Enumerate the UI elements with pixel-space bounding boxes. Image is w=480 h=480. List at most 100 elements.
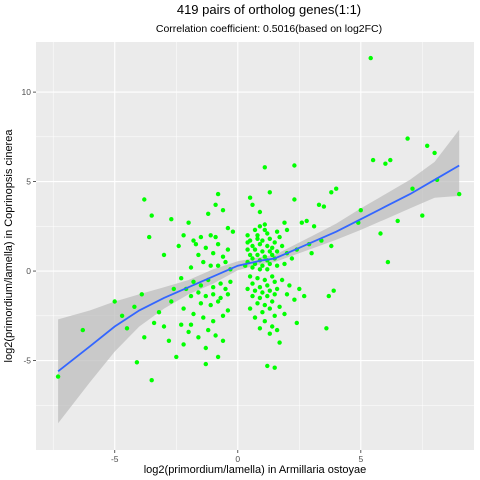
data-point: [247, 195, 253, 200]
data-point: [265, 293, 270, 299]
data-point: [262, 254, 267, 259]
data-point: [410, 186, 415, 191]
data-point: [218, 281, 223, 286]
data-point: [432, 150, 437, 156]
data-point: [358, 208, 363, 213]
data-point: [299, 220, 304, 225]
data-point: [294, 320, 299, 326]
data-point: [203, 361, 208, 367]
data-point: [279, 277, 285, 283]
data-point: [206, 211, 211, 216]
data-point: [191, 238, 196, 243]
data-point: [257, 326, 263, 331]
data-point: [252, 315, 258, 320]
data-point: [383, 161, 388, 166]
data-point: [265, 283, 270, 288]
data-point: [282, 261, 287, 267]
data-point: [311, 224, 317, 229]
data-point: [208, 302, 213, 308]
data-point: [225, 292, 231, 297]
data-point: [188, 293, 194, 299]
data-point: [151, 320, 157, 326]
data-point: [124, 326, 130, 331]
data-point: [270, 274, 275, 279]
data-point: [324, 326, 329, 331]
data-point: [270, 245, 275, 250]
data-point: [169, 217, 174, 222]
data-point: [272, 240, 277, 245]
data-point: [265, 363, 270, 369]
data-point: [250, 293, 255, 299]
data-point: [257, 285, 263, 290]
data-point: [247, 274, 253, 279]
data-point: [255, 252, 260, 258]
data-point: [218, 295, 223, 301]
data-point: [289, 256, 295, 261]
data-point: [309, 251, 314, 256]
data-point: [405, 136, 410, 141]
data-point: [257, 267, 263, 272]
data-point: [267, 261, 272, 267]
data-point: [262, 227, 267, 233]
data-point: [211, 285, 216, 290]
data-point: [142, 197, 147, 202]
data-point: [186, 220, 191, 225]
data-point: [270, 299, 275, 304]
data-point: [134, 360, 140, 365]
data-point: [215, 299, 221, 304]
data-point: [274, 249, 280, 254]
data-point: [193, 242, 199, 247]
data-point: [277, 234, 282, 240]
data-point: [270, 324, 275, 329]
data-point: [262, 319, 267, 324]
data-point: [326, 293, 331, 299]
data-point: [274, 327, 280, 333]
data-point: [334, 186, 339, 191]
data-point: [457, 191, 462, 197]
data-point: [161, 252, 167, 258]
data-point: [297, 286, 302, 292]
data-point: [316, 202, 322, 207]
data-point: [191, 279, 196, 284]
data-point: [203, 245, 208, 250]
data-point: [395, 218, 400, 224]
y-axis-label: log2(primordium/lamella) in Coprinopsis …: [3, 129, 15, 363]
data-point: [250, 256, 255, 261]
data-point: [292, 163, 297, 168]
data-point: [265, 243, 270, 249]
data-point: [257, 295, 263, 301]
data-point: [255, 301, 260, 306]
data-point: [257, 242, 263, 247]
data-point: [329, 243, 334, 249]
data-point: [321, 204, 327, 209]
data-point: [228, 279, 233, 284]
data-point: [208, 263, 213, 268]
data-point: [260, 290, 265, 295]
data-point: [203, 293, 208, 299]
data-point: [174, 354, 179, 360]
data-point: [245, 240, 250, 245]
data-point: [171, 286, 176, 292]
data-point: [247, 306, 253, 311]
data-point: [292, 197, 297, 202]
data-point: [378, 231, 383, 236]
data-point: [302, 293, 307, 299]
data-point: [262, 302, 267, 308]
data-point: [284, 227, 290, 233]
data-point: [223, 259, 228, 265]
data-point: [247, 252, 253, 258]
data-point: [169, 299, 174, 304]
data-point: [304, 218, 309, 224]
data-point: [255, 233, 260, 238]
data-point: [257, 224, 263, 229]
data-point: [274, 263, 280, 268]
plot-panel: [36, 42, 474, 450]
data-point: [245, 286, 250, 292]
data-point: [119, 313, 125, 318]
data-point: [196, 335, 201, 340]
y-tick-label: 5: [26, 177, 31, 187]
data-point: [215, 354, 221, 360]
data-point: [388, 157, 393, 163]
data-point: [277, 304, 282, 309]
